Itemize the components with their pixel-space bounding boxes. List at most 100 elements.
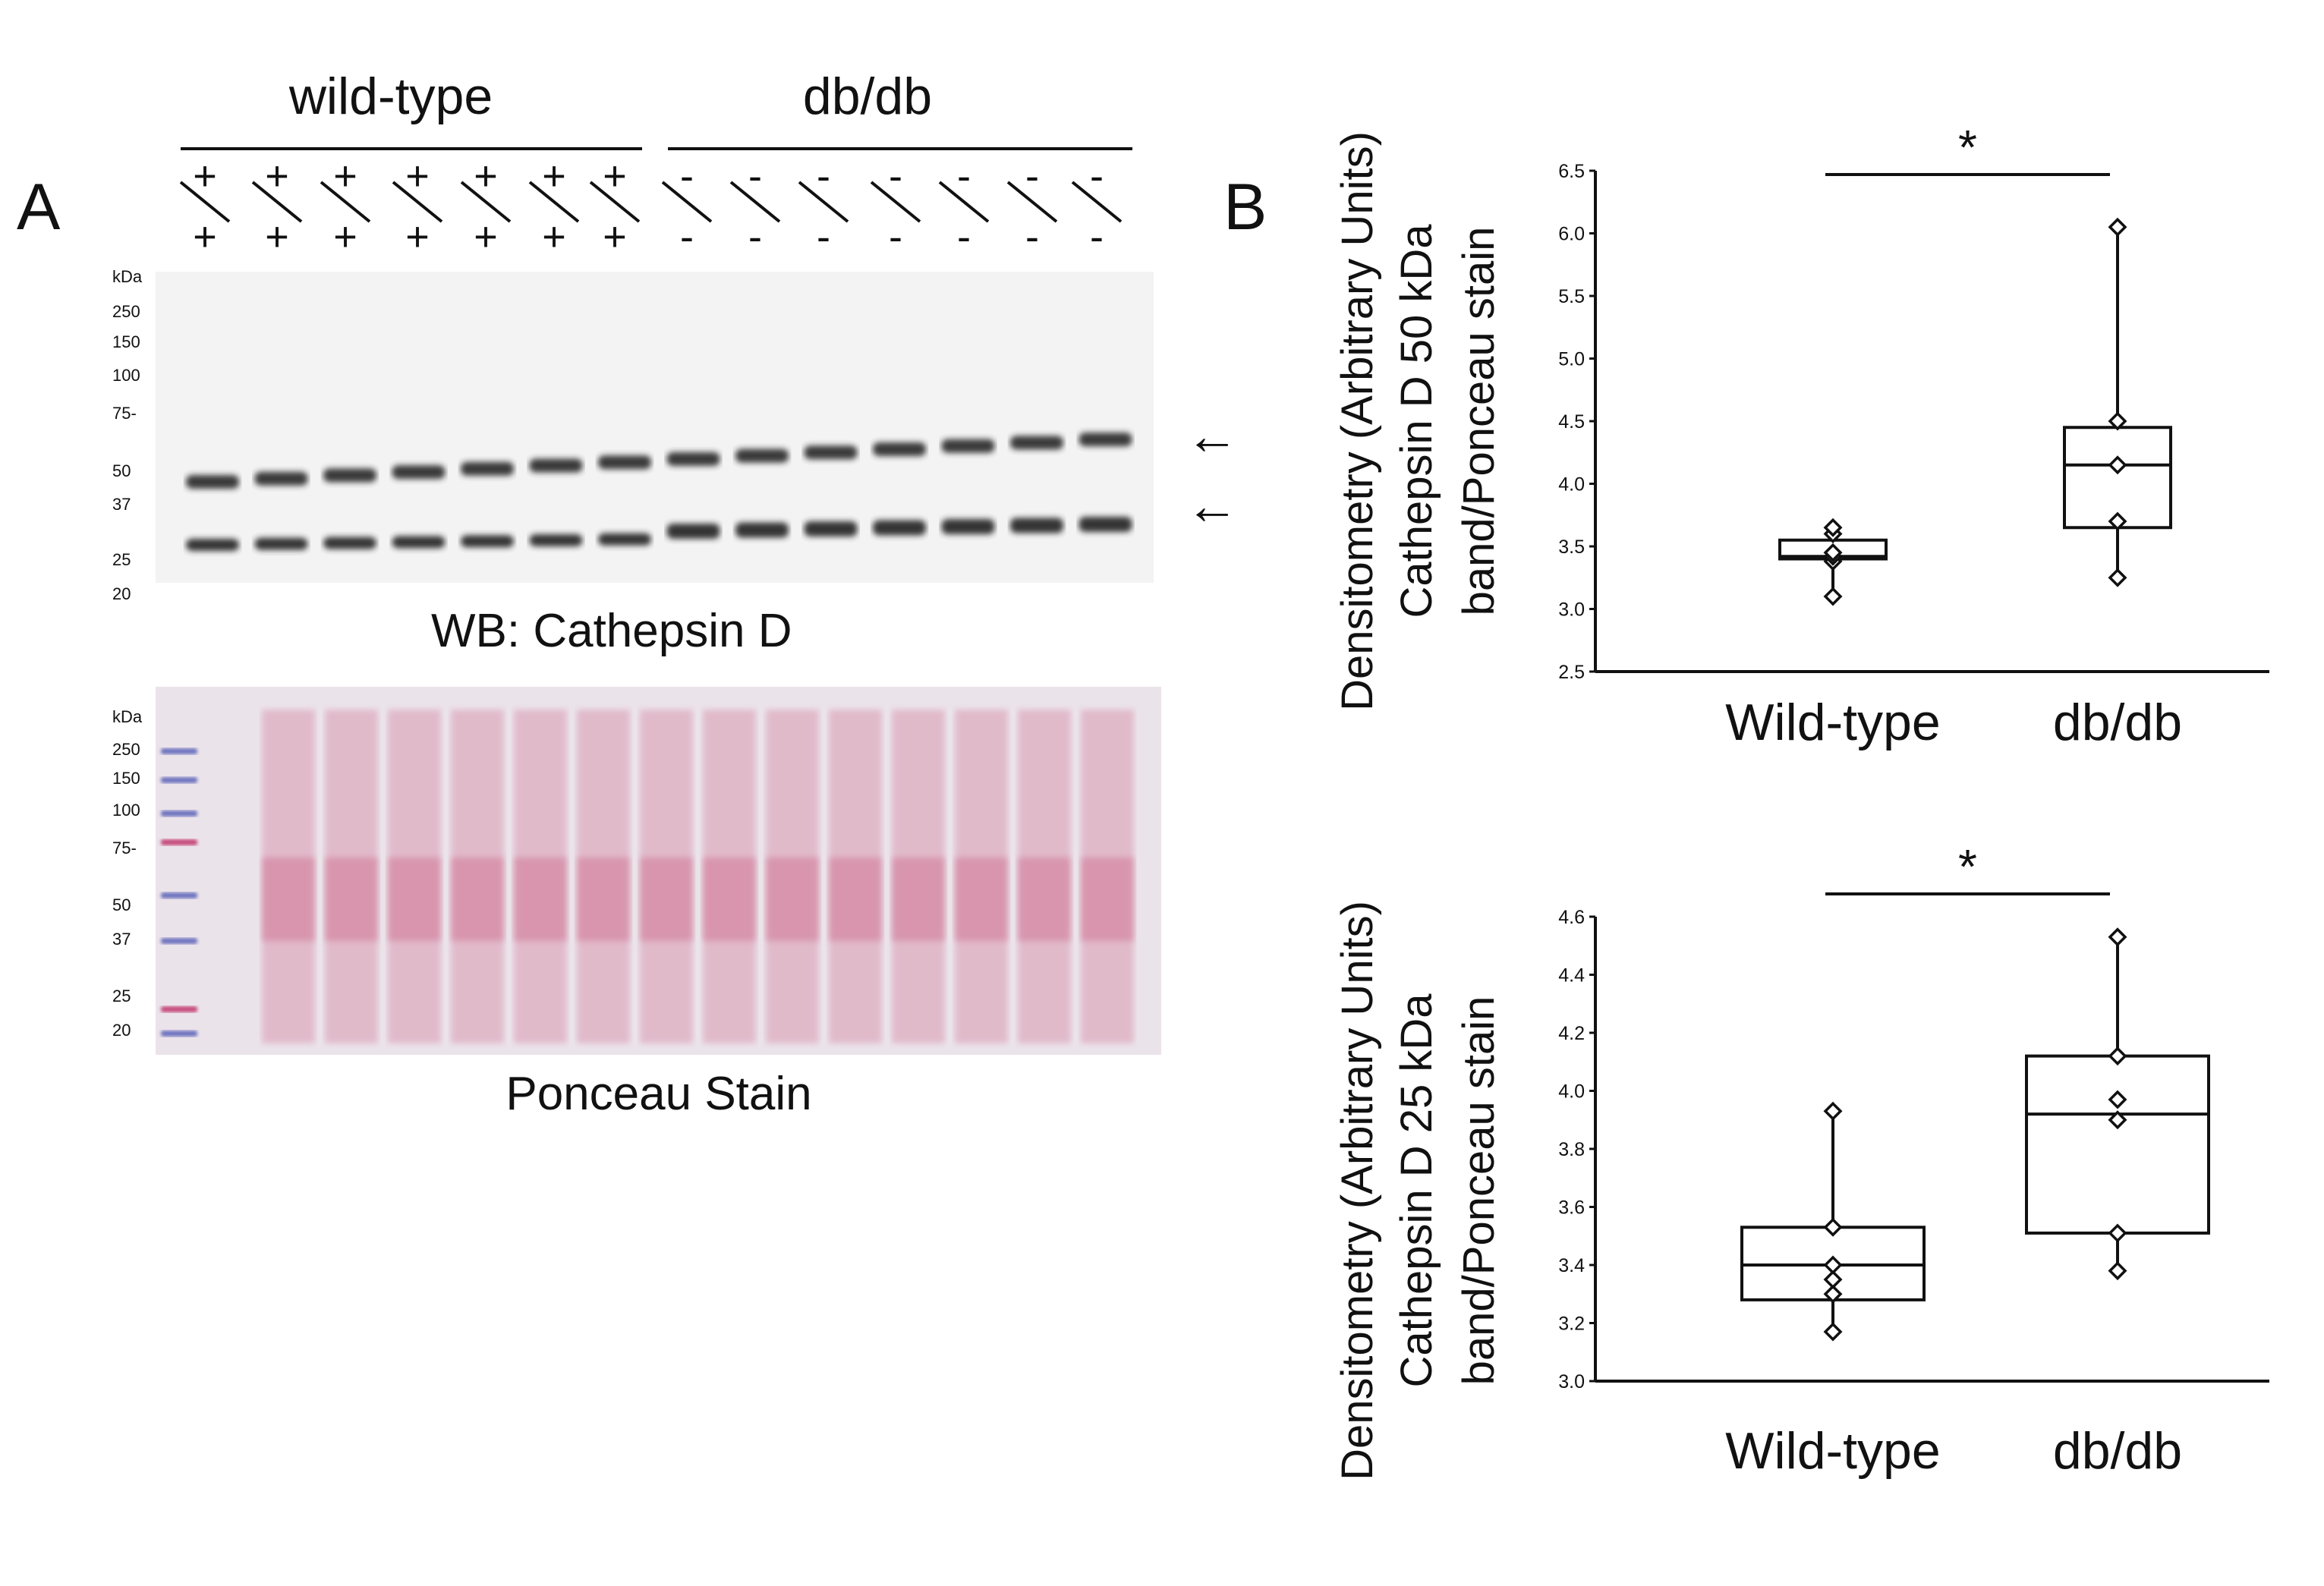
band-upper-lane-7 — [598, 455, 651, 470]
wb-caption: WB: Cathepsin D — [431, 605, 792, 657]
ponceau-lanes — [262, 710, 1134, 1043]
ladder-band-7 — [161, 1006, 197, 1012]
ponceau-lane-dense-2 — [325, 858, 378, 941]
ponceau-lane-dense-10 — [829, 858, 882, 941]
y-axis-label-line-1: Densitometry (Arbitrary Units) — [1333, 901, 1382, 1481]
band-lower-lane-6 — [529, 534, 583, 546]
band-upper-lane-1 — [186, 475, 239, 489]
band-upper-lane-2 — [254, 471, 308, 486]
data-point — [1823, 1284, 1843, 1304]
ponceau-lane-dense-9 — [766, 858, 819, 941]
genotype-top-wt-7: + — [603, 153, 627, 199]
band-upper-lane-13 — [1010, 436, 1063, 450]
genotype-top-wt-5: + — [474, 153, 498, 199]
band-upper-lane-5 — [461, 461, 514, 476]
genotype-top-wt-1: + — [193, 153, 217, 199]
category-label: Wild-type — [1725, 694, 1940, 751]
genotype-slash — [661, 181, 713, 223]
ponceau-marker-150: 150 — [112, 769, 140, 788]
ponceau-marker-75: 75- — [112, 839, 137, 858]
ponceau-ladder — [161, 748, 197, 1037]
wb-marker-50: 50 — [112, 461, 131, 480]
data-point — [1823, 1217, 1843, 1237]
genotype-top-wt-4: + — [405, 153, 430, 199]
genotype-slash — [938, 181, 990, 223]
band-upper-lane-9 — [735, 448, 789, 463]
y-tick-label: 3.2 — [1558, 1314, 1585, 1335]
wb-marker-37: 37 — [112, 495, 131, 514]
wb-molecular-weight-markers: 250 150 100 75- 50 37 25 20 — [112, 302, 140, 603]
genotype-slash — [320, 181, 371, 223]
genotype-bottom-wt-1: + — [193, 214, 217, 260]
y-tick-label: 4.0 — [1558, 1081, 1585, 1103]
ponceau-lane-dense-7 — [640, 858, 693, 941]
genotype-slash — [179, 181, 231, 223]
wb-marker-250: 250 — [112, 302, 140, 321]
blot-bands — [186, 433, 1132, 551]
ponceau-lane-dense-5 — [514, 858, 567, 941]
wb-marker-75: 75- — [112, 404, 137, 423]
boxplot-50kda: 2.5 3.0 3.5 4.0 4.5 5.0 5.5 6.0 6.5 Densitometry … — [1333, 120, 2269, 751]
genotype-bottom-db-6: - — [1025, 214, 1039, 260]
genotype-slash — [589, 181, 641, 223]
genotype-slash — [870, 181, 921, 223]
blot-background — [156, 272, 1154, 583]
panel-b-label: B — [1223, 171, 1267, 244]
ponceau-lane-dense-4 — [451, 858, 504, 941]
ponceau-marker-20: 20 — [112, 1021, 131, 1040]
genotype-bottom-db-2: - — [748, 214, 762, 260]
y-tick-label: 3.5 — [1558, 537, 1585, 558]
y-tick-label: 3.0 — [1558, 1371, 1585, 1392]
ponceau-lane-dense-12 — [955, 858, 1008, 941]
data-point — [2108, 411, 2127, 431]
data-point — [2108, 1110, 2127, 1130]
ponceau-marker-25: 25 — [112, 987, 131, 1005]
genotype-slash — [1006, 181, 1058, 223]
data-point — [1823, 518, 1843, 537]
box-db/db — [2025, 1054, 2210, 1235]
ponceau-molecular-weight-markers: 250 150 100 75- 50 37 25 20 — [112, 740, 140, 1040]
band-upper-lane-11 — [873, 442, 926, 456]
data-point — [2108, 217, 2127, 237]
group-label-db-db: db/db — [803, 68, 932, 125]
genotype-slash — [729, 181, 781, 223]
data-point — [1823, 1101, 1843, 1121]
genotype-bottom-db-5: - — [957, 214, 971, 260]
data-point — [2108, 568, 2127, 587]
genotype-slash — [528, 181, 580, 223]
y-tick-label: 4.5 — [1558, 411, 1585, 433]
band-lower-lane-4 — [392, 536, 446, 549]
band-lower-lane-13 — [1010, 518, 1063, 533]
data-point — [1823, 1322, 1843, 1342]
significance-star: * — [1958, 120, 1977, 175]
category-label: Wild-type — [1725, 1422, 1940, 1480]
y-tick-label: 4.0 — [1558, 474, 1585, 496]
genotype-top-db-6: - — [1025, 153, 1039, 199]
genotype-top-db-2: - — [748, 153, 762, 199]
ladder-band-5 — [161, 892, 197, 898]
band-lower-lane-8 — [666, 524, 720, 539]
genotype-bottom-wt-7: + — [603, 214, 627, 260]
boxplot-25kda: 3.0 3.2 3.4 3.6 3.8 4.0 4.2 4.4 4.6 Densitometry … — [1333, 839, 2269, 1481]
wb-marker-20: 20 — [112, 584, 131, 603]
y-tick-label: 4.6 — [1558, 907, 1585, 928]
ponceau-marker-50: 50 — [112, 895, 131, 914]
band-upper-lane-8 — [666, 452, 720, 466]
ponceau-membrane — [156, 687, 1161, 1055]
ponceau-kda-label: kDa — [112, 707, 143, 726]
genotype-top-db-7: - — [1090, 153, 1104, 199]
data-point — [2108, 511, 2127, 531]
band-lower-lane-3 — [323, 537, 376, 549]
genotype-bottom-wt-2: + — [265, 214, 289, 260]
arrow-25kda: ← — [1186, 476, 1239, 535]
ladder-band-1 — [161, 748, 197, 754]
y-tick-label: 6.5 — [1558, 161, 1585, 182]
category-label: db/db — [2053, 694, 2182, 751]
y-tick-label: 6.0 — [1558, 224, 1585, 245]
genotype-bottom-wt-4: + — [405, 214, 430, 260]
data-point — [1823, 587, 1843, 606]
ladder-band-6 — [161, 938, 197, 944]
y-tick-label: 5.5 — [1558, 286, 1585, 307]
y-axis-label-line-3: band/Ponceau stain — [1454, 227, 1504, 616]
